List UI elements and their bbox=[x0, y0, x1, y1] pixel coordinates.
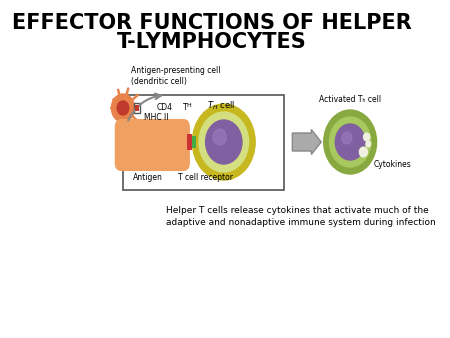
Circle shape bbox=[329, 117, 371, 167]
Circle shape bbox=[199, 112, 248, 172]
Text: H: H bbox=[187, 103, 191, 108]
Text: Antigen-presenting cell
(dendritic cell): Antigen-presenting cell (dendritic cell) bbox=[131, 66, 221, 86]
FancyArrow shape bbox=[292, 129, 321, 154]
FancyBboxPatch shape bbox=[123, 95, 284, 190]
Text: Antigen: Antigen bbox=[133, 173, 163, 182]
Circle shape bbox=[117, 101, 129, 115]
Text: T: T bbox=[183, 103, 187, 112]
FancyBboxPatch shape bbox=[134, 103, 140, 113]
Text: Activated Tₕ cell: Activated Tₕ cell bbox=[319, 95, 381, 104]
Circle shape bbox=[192, 104, 255, 180]
Text: T cell receptor: T cell receptor bbox=[178, 173, 233, 182]
Text: MHC II: MHC II bbox=[144, 113, 168, 122]
Text: CD4: CD4 bbox=[156, 103, 172, 112]
Text: $T_H$ cell: $T_H$ cell bbox=[207, 100, 235, 113]
FancyBboxPatch shape bbox=[135, 105, 139, 111]
Circle shape bbox=[335, 124, 365, 160]
Circle shape bbox=[206, 120, 242, 164]
Circle shape bbox=[364, 133, 370, 141]
Text: T-LYMPHOCYTES: T-LYMPHOCYTES bbox=[117, 32, 306, 52]
Text: EFFECTOR FUNCTIONS OF HELPER: EFFECTOR FUNCTIONS OF HELPER bbox=[12, 13, 411, 33]
FancyArrowPatch shape bbox=[128, 94, 161, 120]
Text: Cytokines: Cytokines bbox=[374, 160, 411, 169]
Circle shape bbox=[112, 94, 135, 122]
Circle shape bbox=[213, 129, 226, 145]
Circle shape bbox=[324, 110, 377, 174]
FancyBboxPatch shape bbox=[187, 134, 192, 150]
FancyBboxPatch shape bbox=[115, 119, 190, 171]
Circle shape bbox=[366, 141, 371, 147]
Circle shape bbox=[342, 132, 352, 144]
FancyBboxPatch shape bbox=[192, 136, 196, 148]
Text: Helper T cells release cytokines that activate much of the
adaptive and nonadapt: Helper T cells release cytokines that ac… bbox=[166, 206, 436, 227]
Circle shape bbox=[359, 147, 368, 157]
